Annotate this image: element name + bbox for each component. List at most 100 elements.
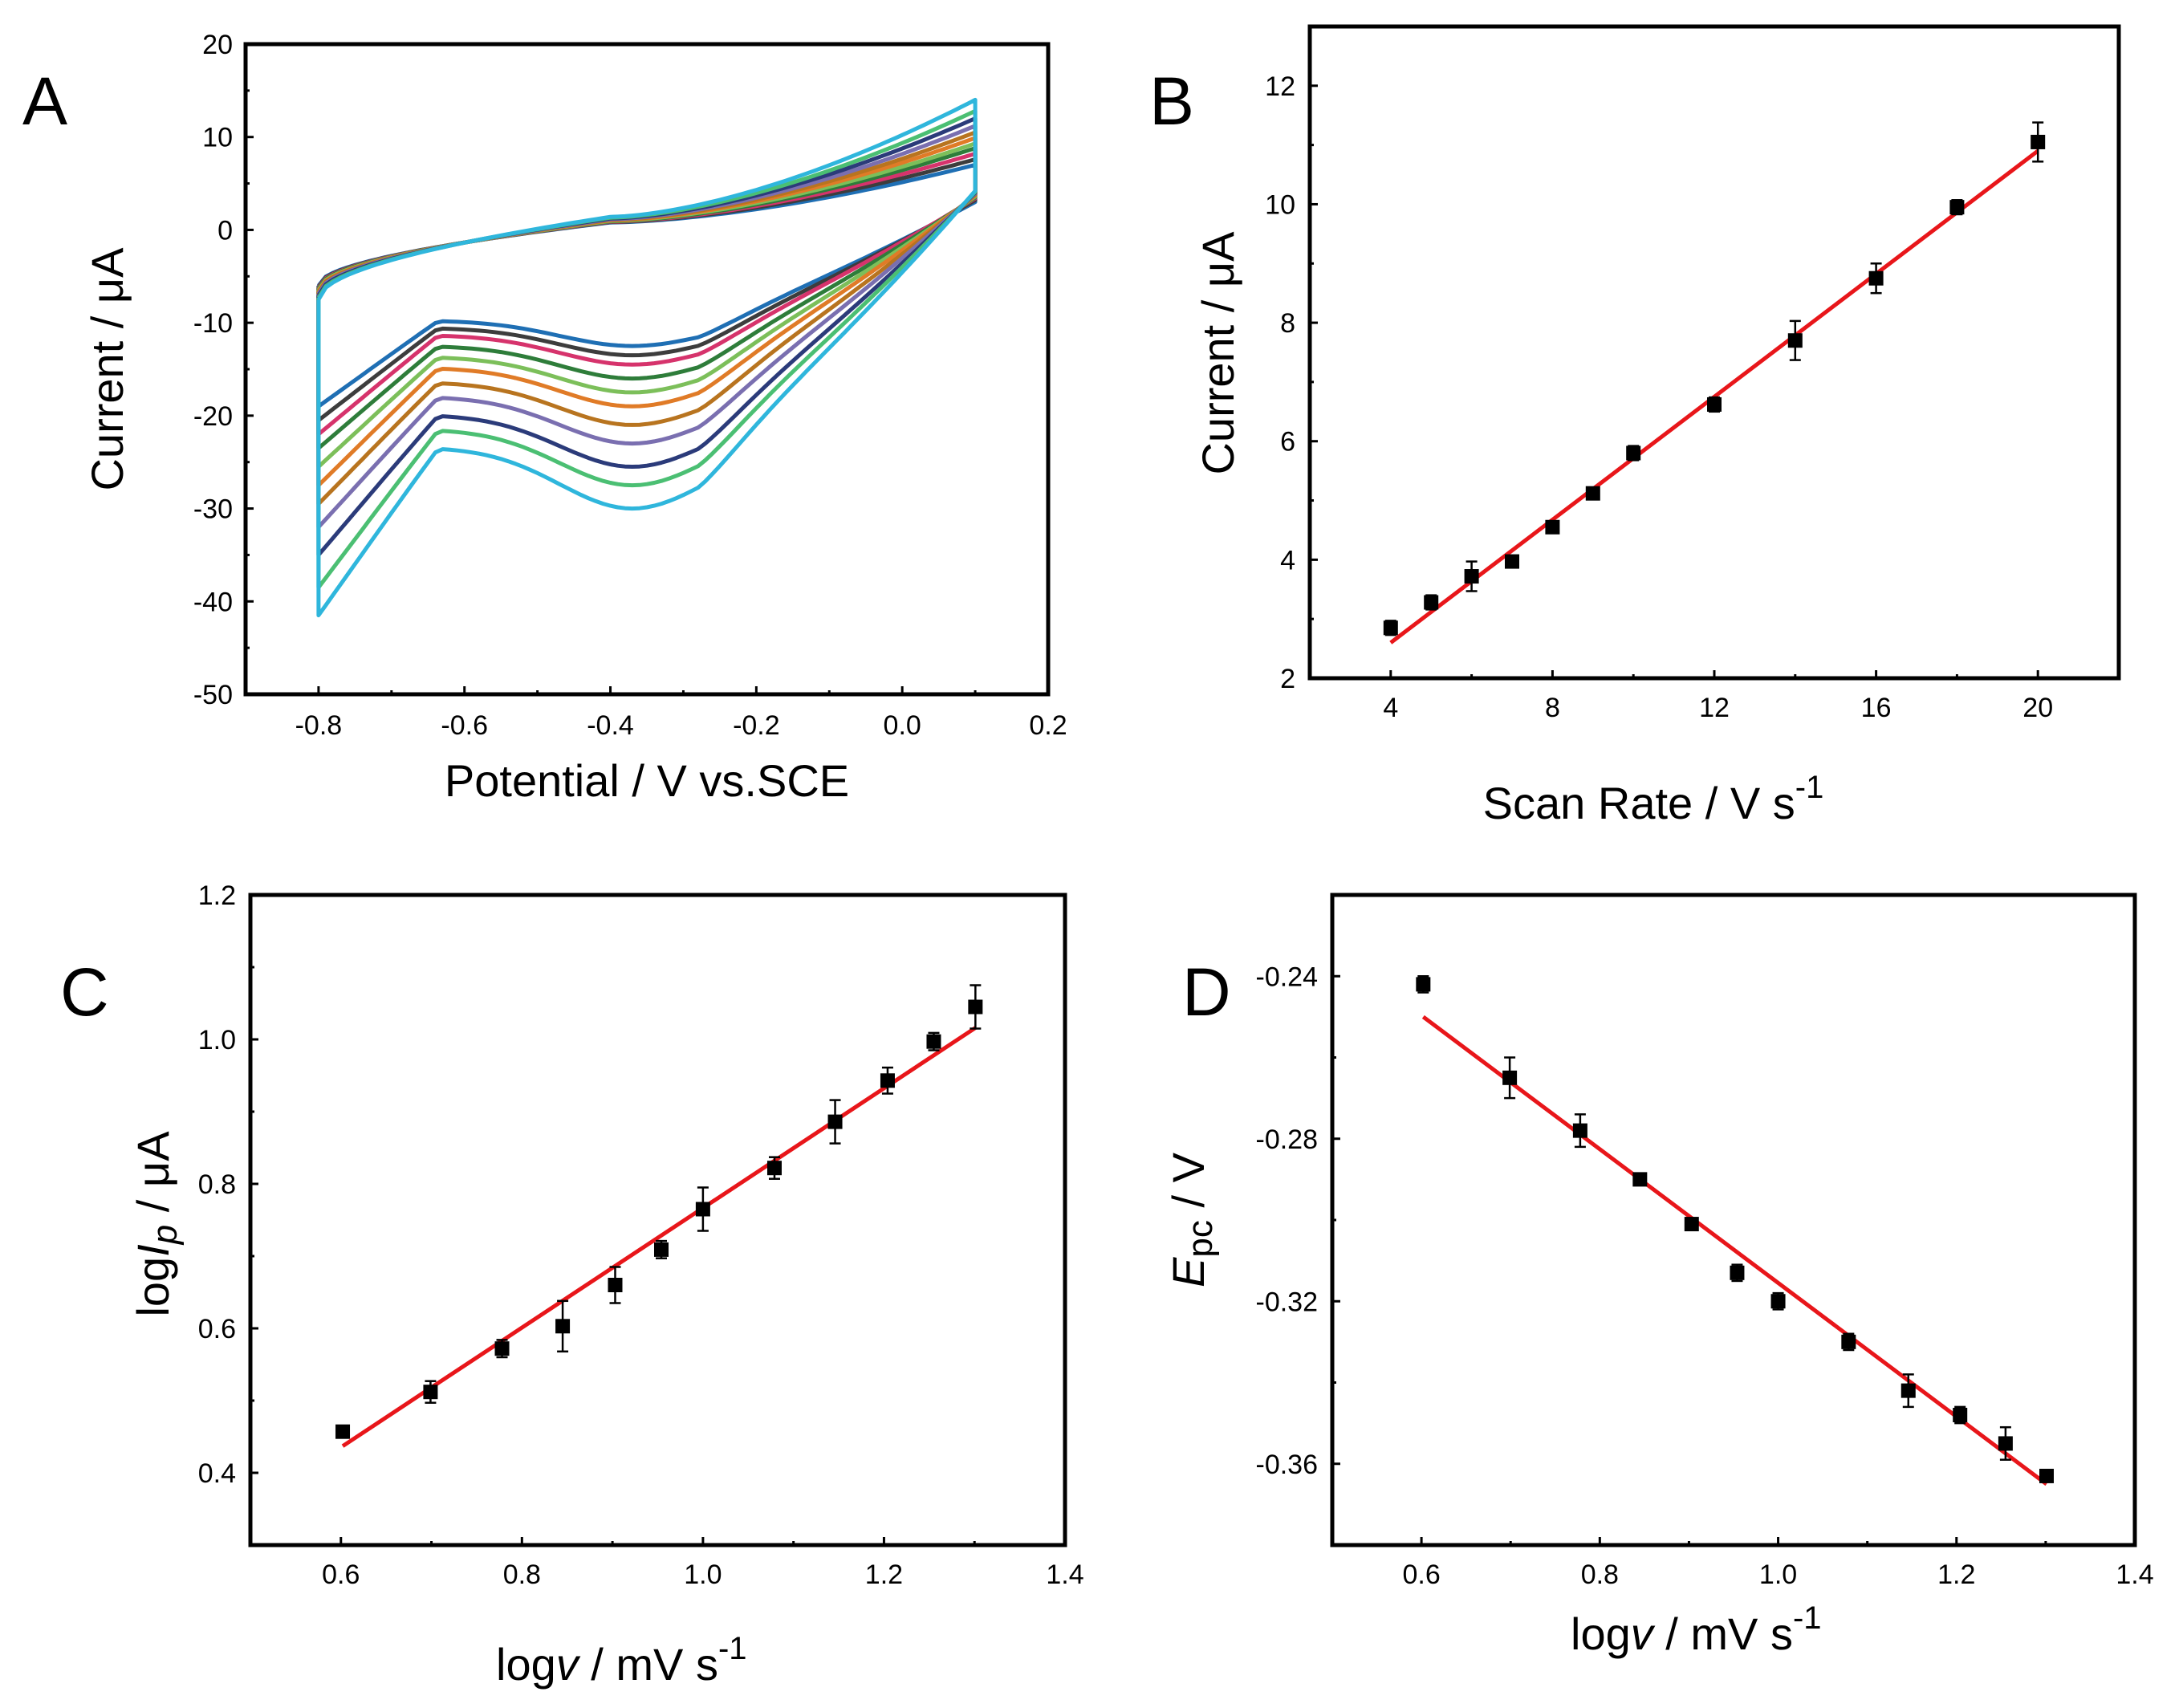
panel-a-y-tick-label: 0 xyxy=(217,215,233,246)
panel-d-x-label-v: v xyxy=(1631,1608,1656,1659)
panel-c-data-point xyxy=(880,1066,895,1095)
square-marker xyxy=(1868,270,1884,286)
panel-c-x-tick-label: 1.4 xyxy=(1046,1560,1083,1590)
panel-c-x-axis-label: logv / mV s-1 xyxy=(496,1631,747,1690)
square-marker xyxy=(555,1319,571,1334)
panel-c-log-ip-vs-log-v: C 0.6 0.8 1.0 1.2 1.40.40.60.81.01.2 logv / … xyxy=(60,880,1084,1690)
panel-b-x-axis-label: Scan Rate / V s-1 xyxy=(1483,770,1824,828)
panel-b-x-axis-label-text: Scan Rate / V s xyxy=(1483,778,1795,828)
panel-a-cyclic-voltammograms: A -0.8 -0.6 -0.4 -0.2 0.0 0.2 -50 -40 -30 -20 -10 0… xyxy=(22,30,1067,806)
panel-c-y-label-i: I xyxy=(128,1244,178,1257)
panel-b-letter: B xyxy=(1149,63,1194,139)
panel-a-y-tick-label: -40 xyxy=(193,587,233,617)
square-marker xyxy=(1502,1070,1518,1085)
panel-b-data-point xyxy=(1707,396,1722,413)
square-marker xyxy=(1424,595,1439,610)
panel-d-fit-line xyxy=(1421,1015,2048,1486)
square-marker xyxy=(2031,134,2046,149)
panel-c-ticks: 0.6 0.8 1.0 1.2 1.4 0.4 0.6 0.8 1.0 1.2 xyxy=(198,880,1084,1590)
panel-d-data-point xyxy=(1632,1172,1648,1187)
panel-b-plot-frame xyxy=(1307,24,2121,681)
panel-b-data-point xyxy=(1626,445,1641,462)
square-marker xyxy=(1787,333,1803,348)
panel-b-data-point xyxy=(1949,199,1965,216)
square-marker xyxy=(608,1278,623,1292)
panel-c-data-point xyxy=(423,1380,438,1404)
panel-b-y-tick-label: 10 xyxy=(1265,189,1295,220)
square-marker xyxy=(1545,519,1560,535)
square-marker xyxy=(335,1424,351,1439)
panel-c-data-points xyxy=(335,984,983,1439)
panel-d-data-point xyxy=(1730,1263,1745,1283)
panel-c-x-tick-label: 0.6 xyxy=(322,1560,360,1590)
panel-d-x-label-units: / mV s xyxy=(1653,1608,1793,1659)
panel-b-data-points xyxy=(1383,121,2046,636)
panel-b-y-tick-label: 2 xyxy=(1280,664,1295,694)
square-marker xyxy=(1949,200,1965,215)
square-marker xyxy=(926,1034,941,1049)
square-marker xyxy=(494,1341,510,1356)
panel-a-x-tick-label: 0.0 xyxy=(884,710,921,741)
panel-d-data-point xyxy=(1684,1217,1699,1232)
panel-c-y-axis-label: logIp / μA xyxy=(128,1131,185,1317)
panel-d-y-label-pc: pc xyxy=(1181,1220,1220,1257)
panel-a-x-tick-label: 0.2 xyxy=(1029,710,1067,741)
square-marker xyxy=(1585,486,1600,501)
panel-c-data-point xyxy=(926,1031,941,1051)
panel-d-data-point xyxy=(1900,1373,1916,1409)
panel-b-data-point xyxy=(1585,486,1600,501)
panel-d-fit-line-group xyxy=(1421,1015,2048,1486)
panel-d-y-tick-label: -0.24 xyxy=(1256,962,1319,992)
panel-a-curves xyxy=(316,97,978,618)
panel-b-x-tick-label: 4 xyxy=(1383,693,1398,723)
panel-a-x-tick-label: -0.4 xyxy=(587,710,634,741)
panel-a-y-tick-label: 10 xyxy=(202,123,233,153)
square-marker xyxy=(1572,1123,1587,1138)
panel-a-letter: A xyxy=(22,63,67,139)
panel-c-data-point xyxy=(555,1299,571,1353)
panel-d-y-label-e: E xyxy=(1163,1257,1213,1287)
panel-d-y-tick-label: -0.32 xyxy=(1256,1287,1319,1317)
square-marker xyxy=(2039,1468,2054,1483)
panel-c-data-point xyxy=(968,984,983,1030)
panel-b-data-point xyxy=(1787,319,1803,361)
cv-curve-9vs xyxy=(316,136,978,488)
panel-d-data-point xyxy=(1953,1405,1968,1425)
panel-b-data-point xyxy=(1464,560,1479,592)
square-marker xyxy=(1998,1436,2013,1451)
panel-b-y-axis-label: Current / μA xyxy=(1193,231,1243,475)
panel-d-y-axis-label: Epc / V xyxy=(1163,1152,1220,1287)
panel-c-data-point xyxy=(608,1266,623,1304)
square-marker xyxy=(968,999,983,1015)
square-marker xyxy=(1900,1383,1916,1398)
panel-b-y-tick-label: 6 xyxy=(1280,427,1295,458)
panel-d-data-point xyxy=(1770,1291,1786,1311)
square-marker xyxy=(423,1385,438,1400)
panel-c-x-label-log: log xyxy=(496,1639,556,1690)
square-marker xyxy=(880,1073,895,1088)
panel-b-data-point xyxy=(1868,262,1884,295)
square-marker xyxy=(1684,1217,1699,1232)
panel-c-y-label-log: log xyxy=(128,1257,178,1317)
panel-c-fit-line xyxy=(341,1026,977,1448)
panel-d-data-point xyxy=(2039,1468,2054,1483)
panel-a-y-tick-label: -30 xyxy=(193,494,233,525)
panel-c-x-tick-label: 1.0 xyxy=(684,1560,722,1590)
square-marker xyxy=(827,1114,843,1129)
panel-c-data-point xyxy=(494,1339,510,1359)
panel-b-x-tick-label: 16 xyxy=(1861,693,1892,723)
panel-d-x-tick-label: 1.0 xyxy=(1759,1560,1797,1590)
panel-a-y-tick-label: -50 xyxy=(193,680,233,710)
square-marker xyxy=(695,1202,710,1217)
panel-c-y-label-p: p xyxy=(145,1225,185,1246)
square-marker xyxy=(1416,977,1431,992)
panel-d-data-point xyxy=(1998,1425,2013,1461)
panel-d-data-point xyxy=(1841,1332,1856,1352)
panel-d-plot-frame xyxy=(1330,893,2137,1547)
panel-b-data-point xyxy=(1424,594,1439,611)
panel-c-plot-frame xyxy=(248,893,1067,1547)
panel-d-x-axis-label: logv / mV s-1 xyxy=(1571,1600,1822,1659)
panel-a-y-tick-label: 20 xyxy=(202,30,233,60)
panel-c-y-tick-label: 1.2 xyxy=(198,880,236,911)
